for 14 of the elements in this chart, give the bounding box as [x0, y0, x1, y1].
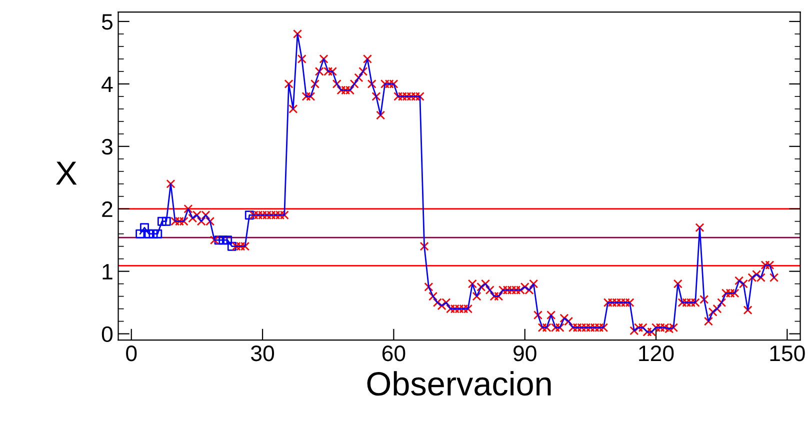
- x-tick-label: 60: [382, 345, 406, 362]
- y-tick-label: 1: [102, 264, 112, 280]
- y-tick-label: 4: [102, 76, 113, 92]
- y-axis-title: X: [56, 162, 77, 185]
- x-tick-label: 150: [770, 345, 805, 362]
- x-tick-label: 120: [639, 345, 674, 362]
- x-tick-label: 30: [251, 345, 274, 362]
- x-tick-label: 0: [126, 345, 137, 362]
- y-tick-label: 2: [102, 201, 112, 217]
- x-tick-label: 90: [514, 345, 536, 362]
- x-axis-title: Observacion: [367, 371, 551, 396]
- y-tick-label: 0: [102, 326, 113, 342]
- y-tick-label: 5: [102, 14, 112, 30]
- y-tick-label: 3: [102, 138, 112, 155]
